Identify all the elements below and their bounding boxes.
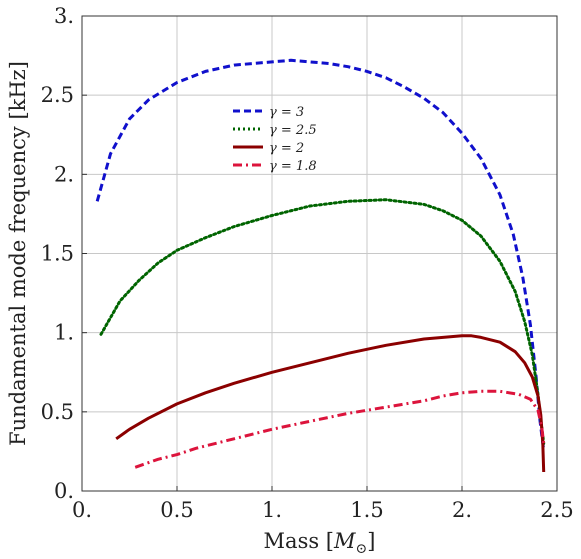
legend-label-2: γ = 2 <box>269 141 304 156</box>
series-layer <box>95 58 546 473</box>
x-axis-title-subscript: ⊙ <box>356 541 368 557</box>
y-tick-label-3: 1.5 <box>41 242 74 266</box>
x-tick-label-5: 2.5 <box>540 498 573 522</box>
x-tick-label-4: 2. <box>452 498 472 522</box>
series-line-2 <box>115 334 546 473</box>
legend-label-3: γ = 1.8 <box>269 159 317 174</box>
x-axis-ticks: 0. 0.5 1. 1.5 2. 2.5 <box>72 486 574 522</box>
x-tick-label-2: 1. <box>262 498 282 522</box>
y-tick-label-5: 2.5 <box>41 83 74 107</box>
y-axis-ticks: 0. 0.5 1. 1.5 2. 2.5 3. <box>41 4 87 503</box>
y-tick-label-2: 1. <box>54 321 74 345</box>
x-axis-title: Mass [M⊙] <box>264 529 376 557</box>
series-line-0 <box>95 58 546 451</box>
x-tick-label-3: 1.5 <box>350 498 383 522</box>
series-line-1 <box>99 198 546 445</box>
y-tick-label-0: 0. <box>54 479 74 503</box>
x-axis-title-main: Mass [ <box>264 529 334 553</box>
x-axis-title-close: ] <box>367 529 375 553</box>
series-line-3 <box>134 389 546 469</box>
x-tick-label-1: 0.5 <box>160 498 193 522</box>
y-tick-label-1: 0.5 <box>41 400 74 424</box>
y-tick-label-4: 2. <box>54 162 74 186</box>
x-axis-title-symbol: M <box>333 529 356 553</box>
legend-label-1: γ = 2.5 <box>269 123 317 138</box>
y-axis-title: Fundamental mode frequency [kHz] <box>6 61 30 446</box>
x-tick-label-0: 0. <box>72 498 92 522</box>
legend: γ = 3 γ = 2.5 γ = 2 γ = 1.8 <box>233 105 317 174</box>
legend-label-0: γ = 3 <box>269 105 304 120</box>
y-tick-label-6: 3. <box>54 4 74 28</box>
